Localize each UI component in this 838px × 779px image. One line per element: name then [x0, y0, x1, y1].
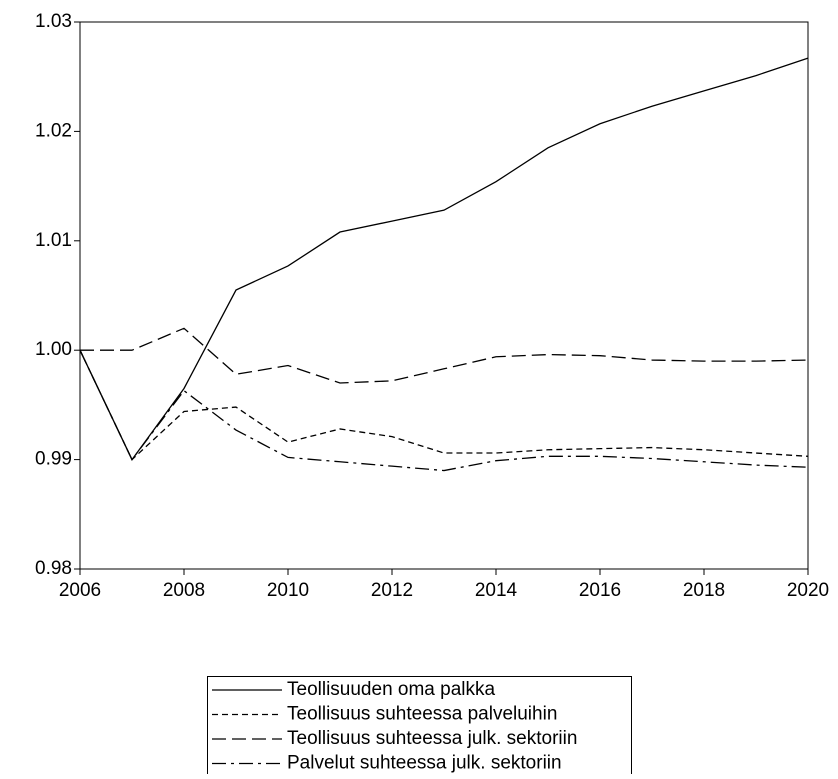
- x-tick-label: 2016: [579, 580, 621, 601]
- y-tick-label: 1.00: [35, 339, 72, 360]
- legend-label: Teollisuus suhteessa palveluihin: [287, 704, 557, 725]
- series-line: [80, 327, 809, 384]
- x-tick-label: 2006: [59, 580, 101, 601]
- plot-frame: [79, 21, 809, 570]
- x-tick-label: 2010: [267, 580, 309, 601]
- x-tick-label: 2012: [371, 580, 413, 601]
- series-line: [79, 57, 809, 461]
- legend-label: Teollisuus suhteessa julk. sektoriin: [287, 728, 577, 749]
- legend-label: Palvelut suhteessa julk. sektoriin: [287, 753, 562, 774]
- y-tick-label: 0.99: [35, 449, 72, 470]
- y-tick-label: 0.98: [35, 558, 72, 579]
- y-tick-label: 1.01: [35, 230, 72, 251]
- x-tick-label: 2008: [163, 580, 205, 601]
- legend-box: [207, 676, 632, 779]
- series-line: [79, 349, 809, 472]
- x-tick-label: 2014: [475, 580, 518, 601]
- x-tick-label: 2020: [787, 580, 829, 601]
- legend-label: Teollisuuden oma palkka: [287, 679, 496, 700]
- y-tick-label: 1.02: [35, 120, 72, 141]
- y-tick-label: 1.03: [35, 11, 72, 32]
- x-tick-label: 2018: [683, 580, 725, 601]
- series-line: [79, 349, 809, 461]
